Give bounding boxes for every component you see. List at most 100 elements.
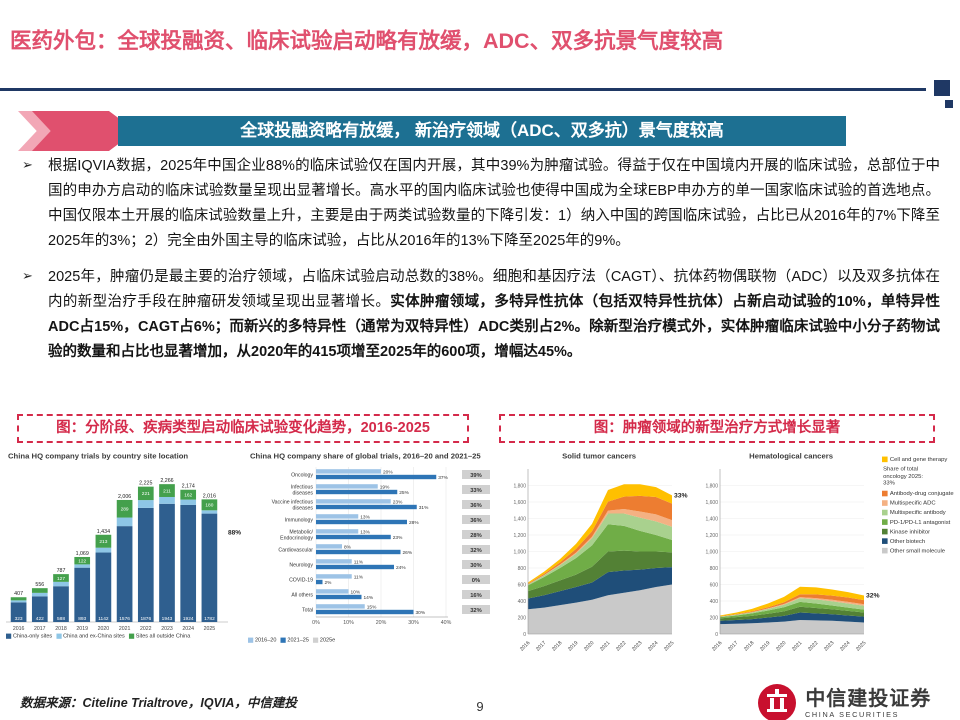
charts-section: China HQ company trials by country site … <box>0 450 960 670</box>
svg-text:36%: 36% <box>470 518 482 524</box>
svg-text:37%: 37% <box>438 475 448 481</box>
svg-text:2016: 2016 <box>13 626 25 632</box>
svg-text:26%: 26% <box>403 550 413 556</box>
legend-swatch-icon <box>882 547 888 554</box>
legend-item: 2025e <box>312 637 335 643</box>
svg-text:20%: 20% <box>376 620 387 626</box>
svg-text:23%: 23% <box>393 499 403 505</box>
bar-chart-legend: China-only sites China and ex-China sites… <box>6 633 243 639</box>
svg-text:8%: 8% <box>344 544 352 550</box>
svg-text:1876: 1876 <box>140 616 151 622</box>
svg-text:1,800: 1,800 <box>513 483 526 489</box>
section-banner: 全球投融资略有放缓， 新治疗领域（ADC、双多抗）景气度较高 <box>118 116 846 146</box>
legend-swatch-icon <box>128 633 135 639</box>
legend-item: PD-1/PD-L1 antagonist <box>882 519 958 526</box>
legend-item: 2021–25 <box>280 637 309 643</box>
svg-text:COVID-19: COVID-19 <box>289 578 313 584</box>
svg-text:2022: 2022 <box>807 640 819 652</box>
svg-text:2024: 2024 <box>647 640 659 652</box>
legend-item: Cell and gene therapy <box>882 456 958 463</box>
svg-text:32%: 32% <box>866 593 880 600</box>
svg-text:2022: 2022 <box>140 626 152 632</box>
svg-text:Vaccine infectious: Vaccine infectious <box>272 500 314 506</box>
svg-text:1,200: 1,200 <box>513 533 526 539</box>
svg-text:10%: 10% <box>343 620 354 626</box>
svg-text:Total: Total <box>302 608 313 614</box>
svg-text:0: 0 <box>715 632 718 638</box>
svg-text:1,069: 1,069 <box>76 551 89 557</box>
svg-text:diseases: diseases <box>293 490 314 496</box>
legend-item: Antibody-drug conjugate <box>882 490 958 497</box>
svg-text:2025: 2025 <box>204 626 216 632</box>
legend-item: 2016–20 <box>248 637 276 643</box>
svg-text:800: 800 <box>518 566 527 572</box>
stacked-bar-chart: 407 323 2016 556 422 2017 787 588 127 2018 1,069 89… <box>6 478 241 632</box>
svg-text:2,006: 2,006 <box>118 494 131 500</box>
svg-text:2022: 2022 <box>615 640 627 652</box>
area-chart-legend: Cell and gene therapy Share of total onco… <box>882 456 958 557</box>
svg-text:2023: 2023 <box>823 640 835 652</box>
svg-text:122: 122 <box>78 558 86 564</box>
bullet-text: 根据IQVIA数据，2025年中国企业88%的临床试验仅在国内开展，其中39%为… <box>48 158 940 249</box>
legend-swatch-icon <box>312 637 319 643</box>
svg-text:200: 200 <box>518 615 527 621</box>
divider-line <box>0 88 926 91</box>
svg-text:2017: 2017 <box>34 626 46 632</box>
company-logo: 中信建投证券 CHINA SECURITIES <box>757 682 948 720</box>
svg-text:1,400: 1,400 <box>513 516 526 522</box>
bullet-item: ➢ 2025年，肿瘤仍是最主要的治疗领域，占临床试验启动总数的38%。细胞和基因… <box>22 265 940 365</box>
svg-text:2021: 2021 <box>119 626 131 632</box>
horizontal-bar-chart: 0% 10% 20% 30% 40% Oncology 20% 37% 39% Infectiou… <box>272 467 490 626</box>
bullet-item: ➢ 根据IQVIA数据，2025年中国企业88%的临床试验仅在国内开展，其中39… <box>22 154 940 254</box>
svg-text:33%: 33% <box>674 492 688 499</box>
svg-text:2020: 2020 <box>583 640 595 652</box>
svg-text:2,016: 2,016 <box>203 493 216 499</box>
svg-text:2018: 2018 <box>743 640 755 652</box>
svg-text:2,225: 2,225 <box>139 481 152 487</box>
legend-item: Other small molecule <box>882 547 958 554</box>
svg-text:2017: 2017 <box>727 640 739 652</box>
svg-text:Metabolic/: Metabolic/ <box>289 530 313 536</box>
svg-text:2024: 2024 <box>839 640 851 652</box>
svg-text:Immunology: Immunology <box>285 518 314 524</box>
chart-title: China HQ company share of global trials,… <box>250 452 481 461</box>
svg-text:1943: 1943 <box>162 616 173 622</box>
svg-text:20%: 20% <box>383 469 393 475</box>
svg-text:0%: 0% <box>472 578 480 584</box>
svg-text:1,000: 1,000 <box>513 549 526 555</box>
svg-text:2%: 2% <box>325 580 333 586</box>
svg-text:39%: 39% <box>470 473 482 479</box>
svg-text:15%: 15% <box>367 604 377 610</box>
svg-text:13%: 13% <box>360 514 370 520</box>
stacked-bar-panel: China HQ company trials by country site … <box>6 450 244 644</box>
data-source-note: 数据来源：Citeline Trialtrove，IQVIA，中信建投 <box>20 696 297 710</box>
svg-text:422: 422 <box>36 616 44 622</box>
svg-text:213: 213 <box>99 539 107 545</box>
svg-text:556: 556 <box>35 582 44 588</box>
share-note: Share of total oncology 2025: 33% <box>883 465 924 487</box>
svg-text:1782: 1782 <box>204 616 215 622</box>
divider-square-small <box>945 100 953 108</box>
svg-text:31%: 31% <box>419 505 429 511</box>
svg-text:800: 800 <box>710 566 719 572</box>
svg-text:211: 211 <box>163 488 171 494</box>
svg-text:2020: 2020 <box>98 626 110 632</box>
horizontal-bar-panel: China HQ company share of global trials,… <box>248 450 498 648</box>
svg-text:1,434: 1,434 <box>97 529 110 535</box>
legend-swatch-icon <box>882 500 888 506</box>
legend-swatch-icon <box>248 637 254 643</box>
svg-text:180: 180 <box>205 503 213 509</box>
divider-square-large <box>934 80 950 96</box>
svg-text:30%: 30% <box>416 610 426 616</box>
bullet-text: 2025年，肿瘤仍是最主要的治疗领域，占临床试验启动总数的38%。细胞和基因疗法… <box>48 268 940 360</box>
svg-text:2021: 2021 <box>791 640 803 652</box>
chart-title: Solid tumor cancers <box>562 452 637 461</box>
svg-text:588: 588 <box>57 616 65 622</box>
svg-text:323: 323 <box>15 616 23 622</box>
svg-text:All others: All others <box>291 593 313 599</box>
svg-text:2019: 2019 <box>567 640 579 652</box>
svg-text:33%: 33% <box>470 488 482 494</box>
svg-text:diseases: diseases <box>293 505 314 511</box>
legend-swatch-icon <box>882 490 888 497</box>
svg-text:127: 127 <box>57 576 65 582</box>
